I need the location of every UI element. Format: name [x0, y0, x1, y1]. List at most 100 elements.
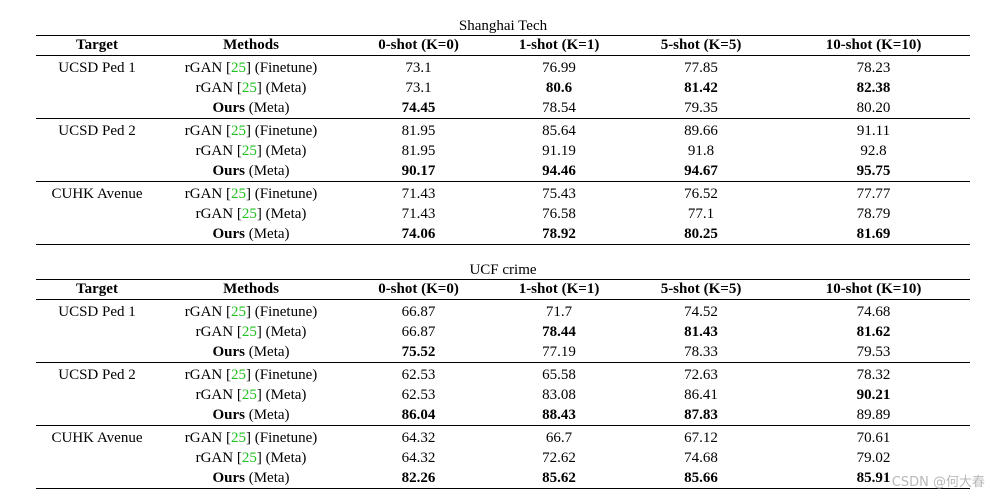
- table-row: rGAN [25] (Meta) 81.95 91.19 91.8 92.8: [36, 141, 970, 161]
- score-cell: 91.19: [542, 143, 576, 159]
- method-cell: rGAN [25] (Finetune): [184, 430, 318, 446]
- score-cell: 89.66: [684, 123, 718, 139]
- score-cell: 62.53: [401, 387, 436, 403]
- citation-link[interactable]: 25: [241, 450, 257, 466]
- score-cell: 86.41: [684, 387, 718, 403]
- target-group: UCSD Ped 1 rGAN [25] (Finetune) 66.87 71.7 7…: [36, 300, 970, 363]
- score-cell: 88.43: [542, 407, 576, 423]
- score-cell: 76.99: [542, 60, 576, 76]
- method-cell: rGAN [25] (Meta): [195, 143, 307, 159]
- table-row: Ours (Meta) 82.26 85.62 85.66 85.91: [36, 468, 970, 489]
- score-cell: 70.61: [856, 430, 891, 446]
- score-cell: 82.26: [401, 470, 436, 486]
- target-cell: CUHK Avenue: [51, 430, 143, 446]
- table-block-1: Shanghai Tech Target Methods 0-shot (K=0) 1…: [36, 18, 970, 245]
- citation-link[interactable]: 25: [231, 60, 246, 76]
- method-suffix: (Meta): [265, 206, 307, 222]
- empty-cell: [36, 448, 158, 468]
- score-cell: 82.38: [856, 80, 891, 96]
- score-cell: 77.19: [542, 344, 576, 360]
- score-cell: 94.46: [542, 163, 576, 179]
- table-row: Ours (Meta) 74.45 78.54 79.35 80.20: [36, 98, 970, 119]
- column-header: 0-shot (K=0): [378, 37, 459, 53]
- empty-cell: [36, 161, 158, 182]
- table-row: rGAN [25] (Meta) 71.43 76.58 77.1 78.79: [36, 204, 970, 224]
- method-name: rGAN: [195, 206, 234, 222]
- method-cell: rGAN [25] (Meta): [195, 450, 307, 466]
- citation-link[interactable]: 25: [231, 123, 246, 139]
- method-cell: rGAN [25] (Meta): [195, 206, 307, 222]
- method-cell: rGAN [25] (Finetune): [184, 186, 318, 202]
- score-cell: 74.06: [401, 226, 436, 242]
- score-cell: 71.7: [545, 304, 573, 320]
- score-cell: 79.53: [856, 344, 891, 360]
- score-cell: 62.53: [401, 367, 436, 383]
- method-name: rGAN: [184, 186, 223, 202]
- score-cell: 85.66: [684, 470, 718, 486]
- table-title: Shanghai Tech: [458, 18, 548, 34]
- method-suffix: (Meta): [248, 226, 290, 242]
- empty-cell: [36, 385, 158, 405]
- score-cell: 85.62: [542, 470, 576, 486]
- citation-link[interactable]: 25: [241, 206, 257, 222]
- score-cell: 72.62: [542, 450, 576, 466]
- score-cell: 77.85: [684, 60, 718, 76]
- method-name: rGAN: [195, 143, 234, 159]
- score-cell: 86.04: [401, 407, 436, 423]
- score-cell: 78.44: [542, 324, 576, 340]
- empty-cell: [36, 405, 158, 426]
- citation-link[interactable]: 25: [231, 304, 246, 320]
- method-suffix: (Finetune): [254, 367, 318, 383]
- citation-link[interactable]: 25: [241, 143, 257, 159]
- target-group: UCSD Ped 2 rGAN [25] (Finetune) 81.95 85.64…: [36, 119, 970, 182]
- target-group: CUHK Avenue rGAN [25] (Finetune) 64.32 66.7…: [36, 426, 970, 489]
- citation-link[interactable]: 25: [241, 387, 257, 403]
- score-cell: 77.1: [687, 206, 715, 222]
- method-cell: rGAN [25] (Finetune): [184, 123, 318, 139]
- method-suffix: (Meta): [265, 80, 307, 96]
- table-row: Ours (Meta) 74.06 78.92 80.25 81.69: [36, 224, 970, 245]
- table-row: UCSD Ped 1 rGAN [25] (Finetune) 73.1 76.99 7…: [36, 56, 970, 79]
- score-cell: 81.69: [856, 226, 891, 242]
- citation-link[interactable]: 25: [231, 367, 246, 383]
- citation-link[interactable]: 25: [241, 324, 257, 340]
- table-row: Ours (Meta) 90.17 94.46 94.67 95.75: [36, 161, 970, 182]
- method-name: rGAN: [195, 387, 234, 403]
- method-suffix: (Meta): [265, 387, 307, 403]
- score-cell: 73.1: [405, 80, 432, 96]
- score-cell: 74.52: [684, 304, 718, 320]
- method-suffix: (Finetune): [254, 186, 318, 202]
- method-suffix: (Meta): [265, 324, 307, 340]
- method-name: Ours: [212, 407, 245, 423]
- method-name: Ours: [212, 163, 245, 179]
- empty-cell: [36, 468, 158, 489]
- method-suffix: (Finetune): [254, 60, 318, 76]
- score-cell: 90.21: [856, 387, 891, 403]
- method-suffix: (Meta): [248, 470, 290, 486]
- citation-link[interactable]: 25: [241, 80, 257, 96]
- score-cell: 95.75: [856, 163, 891, 179]
- method-cell: Ours (Meta): [158, 224, 344, 245]
- score-cell: 74.45: [401, 100, 436, 116]
- citation-link[interactable]: 25: [231, 430, 246, 446]
- score-cell: 81.95: [401, 143, 436, 159]
- target-cell: UCSD Ped 2: [58, 123, 136, 139]
- score-cell: 78.92: [542, 226, 576, 242]
- empty-cell: [36, 322, 158, 342]
- method-name: rGAN: [184, 430, 223, 446]
- score-cell: 78.79: [856, 206, 891, 222]
- score-cell: 78.54: [542, 100, 576, 116]
- score-cell: 72.63: [684, 367, 718, 383]
- method-name: rGAN: [184, 304, 223, 320]
- method-name: Ours: [212, 226, 245, 242]
- score-cell: 76.52: [684, 186, 718, 202]
- method-cell: rGAN [25] (Meta): [195, 387, 307, 403]
- method-cell: rGAN [25] (Meta): [195, 80, 307, 96]
- column-header: 0-shot (K=0): [378, 281, 459, 297]
- score-cell: 81.62: [856, 324, 891, 340]
- target-group: CUHK Avenue rGAN [25] (Finetune) 71.43 75.4…: [36, 182, 970, 245]
- citation-link[interactable]: 25: [231, 186, 246, 202]
- method-suffix: (Meta): [248, 100, 290, 116]
- column-header: 10-shot (K=10): [825, 37, 922, 53]
- score-cell: 81.43: [684, 324, 718, 340]
